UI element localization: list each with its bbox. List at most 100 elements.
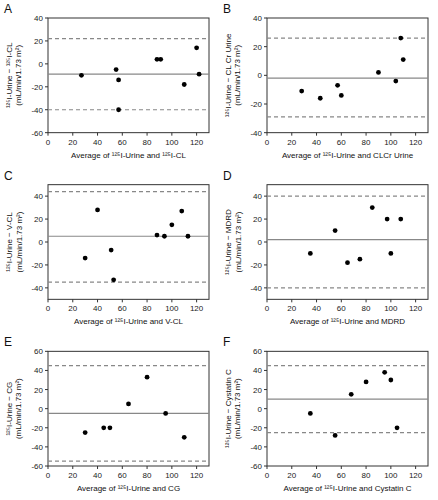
x-tick-label: 80 xyxy=(362,471,371,480)
y-axis-label-line: ¹²⁵I-Urine − CG xyxy=(5,382,14,436)
x-axis-label: Average of ¹²⁵I-Urine and CLCr Urine xyxy=(282,151,414,160)
y-tick-label: 0 xyxy=(39,60,44,69)
panel: 020406080100120-60-40-200204060Average o… xyxy=(4,335,209,493)
y-tick-label: -60 xyxy=(31,462,43,471)
y-tick-label: 20 xyxy=(34,386,43,395)
x-axis-label: Average of ¹²⁵I-Urine and CG xyxy=(77,484,180,493)
y-tick-label: 20 xyxy=(34,215,43,224)
point xyxy=(108,425,113,430)
plot-area xyxy=(267,366,428,438)
point xyxy=(194,45,199,50)
y-tick xyxy=(45,264,48,265)
y-axis-label-line: (mL/min/1.73 m²) xyxy=(234,211,243,272)
y-tick-label: -40 xyxy=(250,284,262,293)
limit-line xyxy=(48,365,209,366)
panel-label: F xyxy=(223,335,230,349)
point xyxy=(333,433,338,438)
mean-line xyxy=(48,74,209,75)
point xyxy=(299,89,304,94)
point xyxy=(401,57,406,62)
y-tick xyxy=(45,40,48,41)
y-axis-label: ¹²⁵I-Urine − MDRD(mL/min/1.73 m²) xyxy=(224,209,243,275)
y-tick-label: -60 xyxy=(31,129,43,138)
x-tick xyxy=(196,133,197,136)
y-tick-label: 40 xyxy=(34,192,43,201)
limit-line xyxy=(267,196,428,197)
x-tick-label: 0 xyxy=(265,304,270,313)
x-tick-label: 20 xyxy=(68,471,77,480)
x-tick xyxy=(341,299,342,302)
figure: 0 20 40 60 80 100 120 -60 -40 -20 0 20 40 Average of … xyxy=(0,0,438,500)
y-tick xyxy=(45,446,48,447)
panel: 020406080100120-60-40-200204060Average o… xyxy=(223,335,428,493)
x-tick xyxy=(171,299,172,302)
y-axis-label: ¹²⁵I-Urine − V-CL(mL/min/1.73 m²) xyxy=(5,211,24,272)
y-axis-label-line: (mL/min/1.73 m²) xyxy=(234,45,243,106)
x-tick xyxy=(341,466,342,469)
plot-frame xyxy=(48,18,209,133)
y-tick xyxy=(45,219,48,220)
y-axis-label: ¹²⁵I-Urine − CL Cr Urine(mL/min/1.73 m²) xyxy=(224,33,243,117)
y-tick-label: -40 xyxy=(250,443,262,452)
x-tick-label: 60 xyxy=(337,138,346,147)
y-tick xyxy=(45,86,48,87)
x-tick-label: 120 xyxy=(190,304,204,313)
x-tick xyxy=(366,466,367,469)
x-tick xyxy=(122,133,123,136)
y-tick-label: 40 xyxy=(253,14,262,23)
panel-label: A xyxy=(4,2,12,16)
y-axis-label-line: ¹²⁵I-Urine − MDRD xyxy=(224,209,233,275)
x-tick xyxy=(171,466,172,469)
y-tick-label: -20 xyxy=(250,100,262,109)
point xyxy=(145,375,150,380)
y-tick xyxy=(45,287,48,288)
y-tick xyxy=(264,219,267,220)
point xyxy=(182,82,187,87)
x-tick-label: 80 xyxy=(362,304,371,313)
x-tick-label: 60 xyxy=(118,304,127,313)
y-tick xyxy=(45,242,48,243)
limit-line xyxy=(48,282,209,283)
y-tick xyxy=(264,408,267,409)
x-tick xyxy=(341,133,342,136)
x-tick xyxy=(415,133,416,136)
point xyxy=(126,401,131,406)
x-tick xyxy=(122,466,123,469)
x-tick-label: 100 xyxy=(165,138,179,147)
x-tick xyxy=(97,466,98,469)
y-tick xyxy=(264,75,267,76)
point xyxy=(382,370,387,375)
y-tick xyxy=(45,427,48,428)
x-tick xyxy=(291,466,292,469)
point xyxy=(349,392,354,397)
point xyxy=(388,251,393,256)
x-tick-label: 40 xyxy=(93,304,102,313)
x-tick xyxy=(97,133,98,136)
y-tick xyxy=(264,351,267,352)
point xyxy=(95,207,100,212)
plot-frame xyxy=(267,185,428,300)
point xyxy=(162,234,167,239)
y-tick-label: 0 xyxy=(39,238,44,247)
y-tick-label: 40 xyxy=(34,366,43,375)
x-tick xyxy=(390,133,391,136)
limit-line xyxy=(48,461,209,462)
mean-line xyxy=(267,399,428,400)
x-tick-label: 0 xyxy=(46,304,51,313)
y-axis-label-line: (mL/min/1.73 m²) xyxy=(15,378,24,439)
y-axis-label-line: ¹²⁵I-Urine − Cystatin C xyxy=(224,369,233,448)
y-tick xyxy=(264,427,267,428)
limit-line xyxy=(267,116,428,117)
y-tick-label: 20 xyxy=(253,215,262,224)
y-axis-label-line: (mL/min/1.73 m²) xyxy=(15,211,24,272)
y-tick-label: -20 xyxy=(31,83,43,92)
x-tick-label: 120 xyxy=(409,471,423,480)
x-tick-label: 60 xyxy=(118,471,127,480)
mean-line xyxy=(48,236,209,237)
x-tick xyxy=(97,299,98,302)
y-axis-label: ¹²⁵I-Urine − ¹²⁵I-CL(mL/min/1.73 m²) xyxy=(5,42,24,108)
x-tick-label: 40 xyxy=(312,471,321,480)
x-tick-label: 100 xyxy=(165,471,179,480)
x-tick-label: 60 xyxy=(118,138,127,147)
point xyxy=(186,234,191,239)
